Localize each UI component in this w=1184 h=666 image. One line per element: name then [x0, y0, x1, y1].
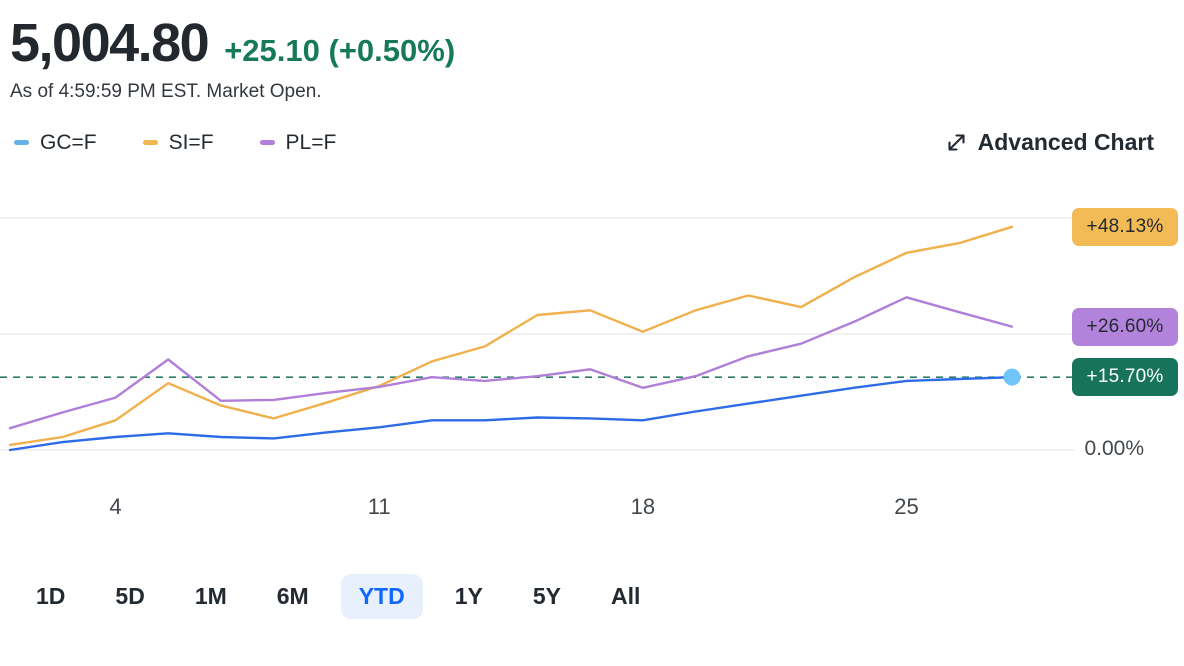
- chart-area[interactable]: +48.13% +26.60% +15.70% 0.00%: [0, 180, 1184, 480]
- advanced-chart-link[interactable]: Advanced Chart: [946, 129, 1154, 156]
- legend-label-sif: SI=F: [168, 130, 214, 154]
- range-button-1m[interactable]: 1M: [177, 574, 245, 619]
- as-of-text: As of 4:59:59 PM EST. Market Open.: [10, 81, 322, 102]
- chart-legend: GC=F SI=F PL=F: [14, 131, 336, 155]
- legend-label-plf: PL=F: [285, 130, 337, 154]
- price-row: 5,004.80 +25.10 (+0.50%): [10, 12, 1184, 74]
- range-button-all[interactable]: All: [593, 574, 658, 619]
- range-button-5d[interactable]: 5D: [97, 574, 162, 619]
- badge-sif-change: +48.13%: [1072, 207, 1178, 246]
- legend-swatch-sif: [142, 140, 158, 145]
- zero-percent-label: 0.00%: [1084, 437, 1144, 460]
- range-button-5y[interactable]: 5Y: [515, 574, 579, 619]
- legend-item-plf[interactable]: PL=F: [259, 130, 337, 155]
- advanced-chart-label: Advanced Chart: [977, 129, 1154, 155]
- badge-gcf-change: +15.70%: [1072, 358, 1178, 397]
- range-button-1d[interactable]: 1D: [18, 574, 83, 619]
- range-button-6m[interactable]: 6M: [259, 574, 327, 619]
- x-tick-label: 25: [894, 494, 919, 519]
- x-axis: 4 11 18 25: [0, 488, 1184, 526]
- range-selector: 1D 5D 1M 6M YTD 1Y 5Y All: [0, 574, 1184, 619]
- chart-svg: [0, 217, 1075, 452]
- x-tick-label: 11: [367, 494, 391, 519]
- expand-arrows-icon: [948, 134, 965, 151]
- current-price: 5,004.80: [10, 13, 210, 73]
- x-tick-label: 18: [630, 494, 656, 519]
- badge-plf-change: +26.60%: [1072, 307, 1178, 346]
- quote-header: 5,004.80 +25.10 (+0.50%) As of 4:59:59 P…: [0, 0, 1184, 103]
- price-change: +25.10 (+0.50%): [224, 33, 456, 68]
- range-button-ytd[interactable]: YTD: [340, 574, 423, 619]
- legend-swatch-plf: [259, 140, 275, 145]
- legend-swatch-gcf: [14, 140, 29, 145]
- x-tick-label: 4: [109, 494, 122, 519]
- legend-item-sif[interactable]: SI=F: [142, 130, 214, 155]
- legend-item-gcf[interactable]: GC=F: [14, 131, 97, 155]
- legend-label-gcf: GC=F: [40, 130, 97, 154]
- range-button-1y[interactable]: 1Y: [437, 574, 501, 619]
- legend-row: GC=F SI=F PL=F Advanced Chart: [0, 129, 1184, 156]
